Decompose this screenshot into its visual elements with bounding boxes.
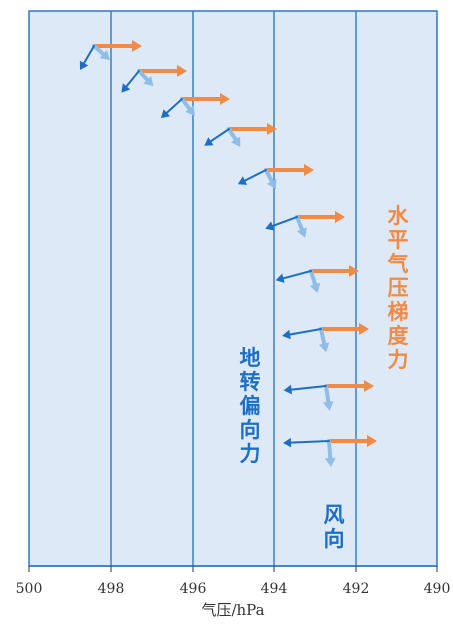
wind-direction-arrow: [227, 127, 241, 147]
wind-direction-arrow: [180, 97, 195, 116]
wind-direction-arrow: [324, 439, 336, 467]
x-tick-label: 500: [16, 581, 43, 597]
pressure-gradient-arrow: [227, 123, 277, 135]
pressure-gradient-arrow: [264, 164, 314, 176]
x-tick-label: 490: [424, 581, 451, 597]
pressure-gradient-arrow: [309, 265, 359, 277]
pressure-gradient-arrow: [327, 435, 377, 447]
x-tick-label: 494: [261, 581, 288, 597]
x-tick-label: 492: [343, 581, 370, 597]
coriolis-force-arrow: [160, 98, 183, 119]
wind-direction-arrow: [322, 384, 334, 411]
coriolis-force-arrow: [204, 128, 230, 146]
coriolis-force-arrow: [283, 384, 327, 395]
coriolis-force-arrow: [237, 169, 267, 185]
wind-direction-arrow: [309, 269, 321, 293]
coriolis-force-arrow: [275, 270, 312, 283]
x-tick-label: 496: [180, 581, 207, 597]
plot-background: [28, 10, 438, 567]
pressure-gradient-arrow: [324, 380, 374, 392]
coriolis-force-arrow: [79, 45, 95, 70]
wind-direction-arrow: [264, 168, 277, 190]
wind-direction-arrow: [318, 327, 330, 353]
wind-direction-arrow: [295, 215, 307, 238]
coriolis-force-arrow: [282, 328, 322, 340]
x-axis-title: 气压/hPa: [201, 601, 264, 619]
pressure-gradient-arrow: [295, 211, 345, 223]
x-tick-label: 498: [98, 581, 125, 597]
coriolis-force-arrow: [283, 437, 330, 448]
pressure-gradient-arrow: [180, 93, 230, 105]
pressure-gradient-force-label: 水平气压梯度力: [387, 204, 409, 372]
pressure-gradient-arrow: [137, 65, 187, 77]
coriolis-force-arrow: [265, 216, 298, 231]
pressure-gradient-arrow: [319, 323, 369, 335]
x-axis: 500 498 496 494 492 490 气压/hPa: [16, 565, 451, 619]
force-arrows: [79, 40, 377, 467]
wind-direction-arrow: [137, 69, 154, 87]
coriolis-force-label: 地转偏向力: [239, 346, 261, 466]
coriolis-force-arrow: [121, 70, 140, 93]
wind-direction-arrow: [92, 44, 110, 60]
pressure-gradient-arrow: [92, 40, 142, 52]
wind-direction-label: 风向: [323, 503, 345, 551]
